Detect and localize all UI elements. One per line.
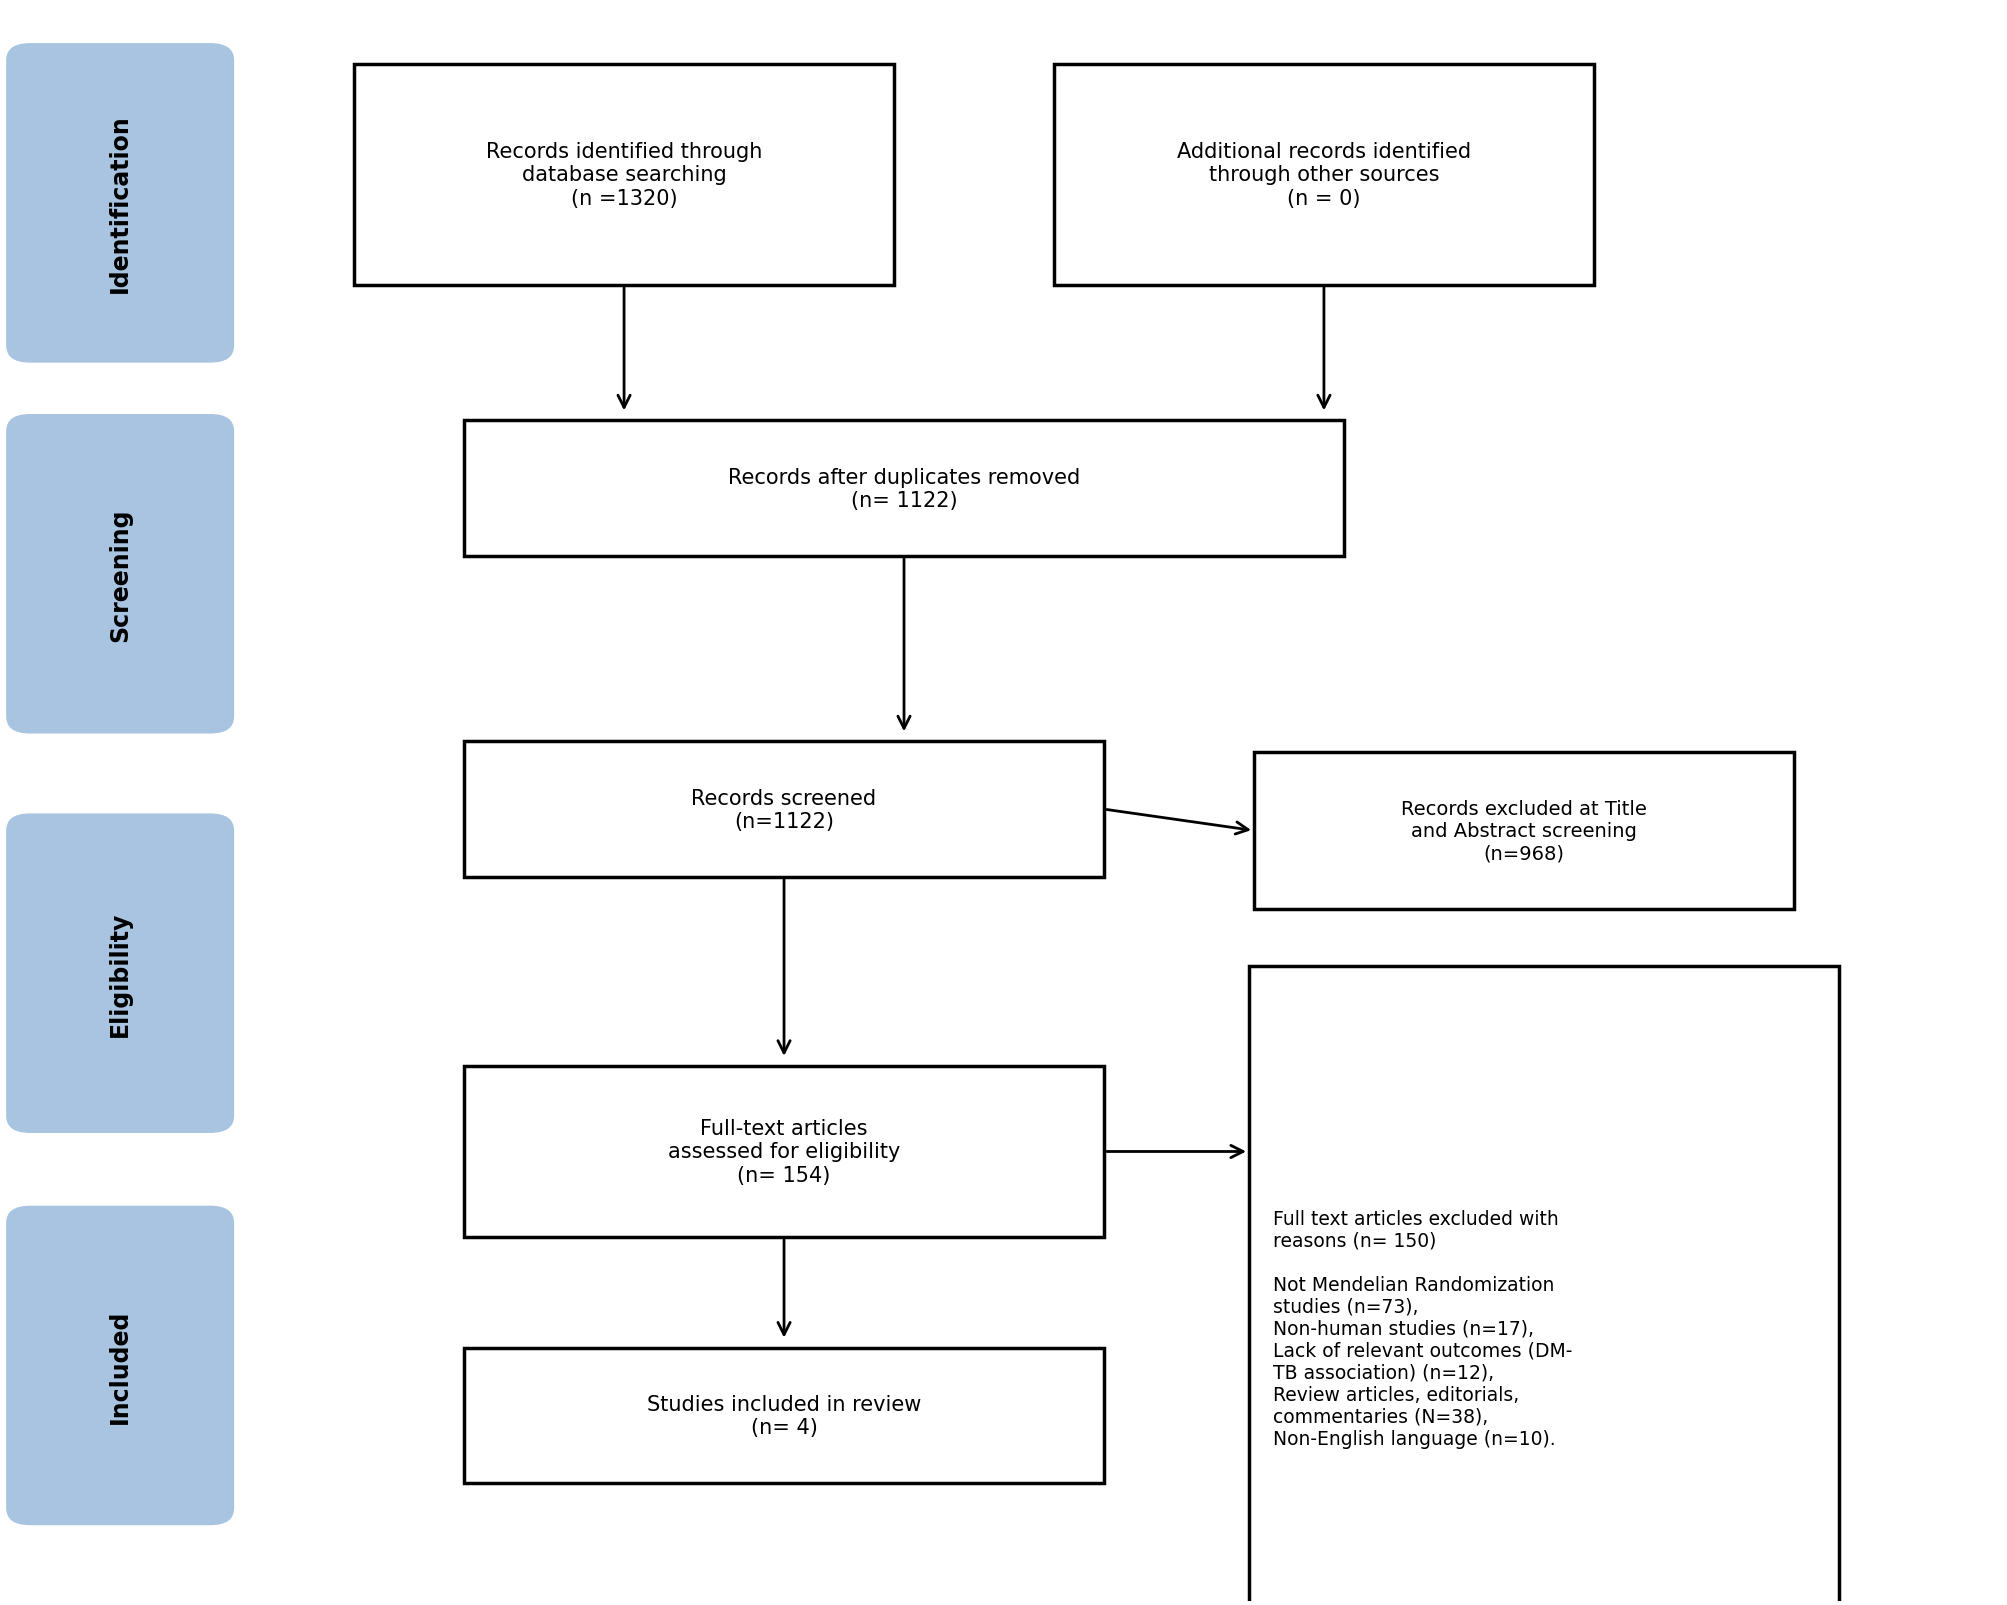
FancyBboxPatch shape <box>464 1066 1104 1237</box>
Text: Records excluded at Title
and Abstract screening
(n=968): Records excluded at Title and Abstract s… <box>1401 799 1646 862</box>
FancyBboxPatch shape <box>1248 966 1838 1605</box>
Text: Full text articles excluded with
reasons (n= 150)

Not Mendelian Randomization
s: Full text articles excluded with reasons… <box>1272 1209 1571 1448</box>
Text: Identification: Identification <box>108 114 132 294</box>
Text: Records screened
(n=1122): Records screened (n=1122) <box>690 788 877 831</box>
FancyBboxPatch shape <box>6 414 235 733</box>
Text: Records after duplicates removed
(n= 1122): Records after duplicates removed (n= 112… <box>727 467 1080 510</box>
Text: Screening: Screening <box>108 507 132 640</box>
FancyBboxPatch shape <box>464 1348 1104 1483</box>
FancyBboxPatch shape <box>6 1205 235 1525</box>
Text: Additional records identified
through other sources
(n = 0): Additional records identified through ot… <box>1176 143 1471 209</box>
Text: Eligibility: Eligibility <box>108 912 132 1037</box>
FancyBboxPatch shape <box>464 742 1104 878</box>
Text: Full-text articles
assessed for eligibility
(n= 154): Full-text articles assessed for eligibil… <box>668 1119 899 1184</box>
Text: Included: Included <box>108 1308 132 1422</box>
FancyBboxPatch shape <box>1054 64 1594 286</box>
Text: Studies included in review
(n= 4): Studies included in review (n= 4) <box>646 1393 921 1436</box>
FancyBboxPatch shape <box>6 43 235 363</box>
FancyBboxPatch shape <box>464 421 1343 557</box>
FancyBboxPatch shape <box>1252 753 1792 910</box>
FancyBboxPatch shape <box>6 814 235 1133</box>
FancyBboxPatch shape <box>353 64 893 286</box>
Text: Records identified through
database searching
(n =1320): Records identified through database sear… <box>486 143 763 209</box>
